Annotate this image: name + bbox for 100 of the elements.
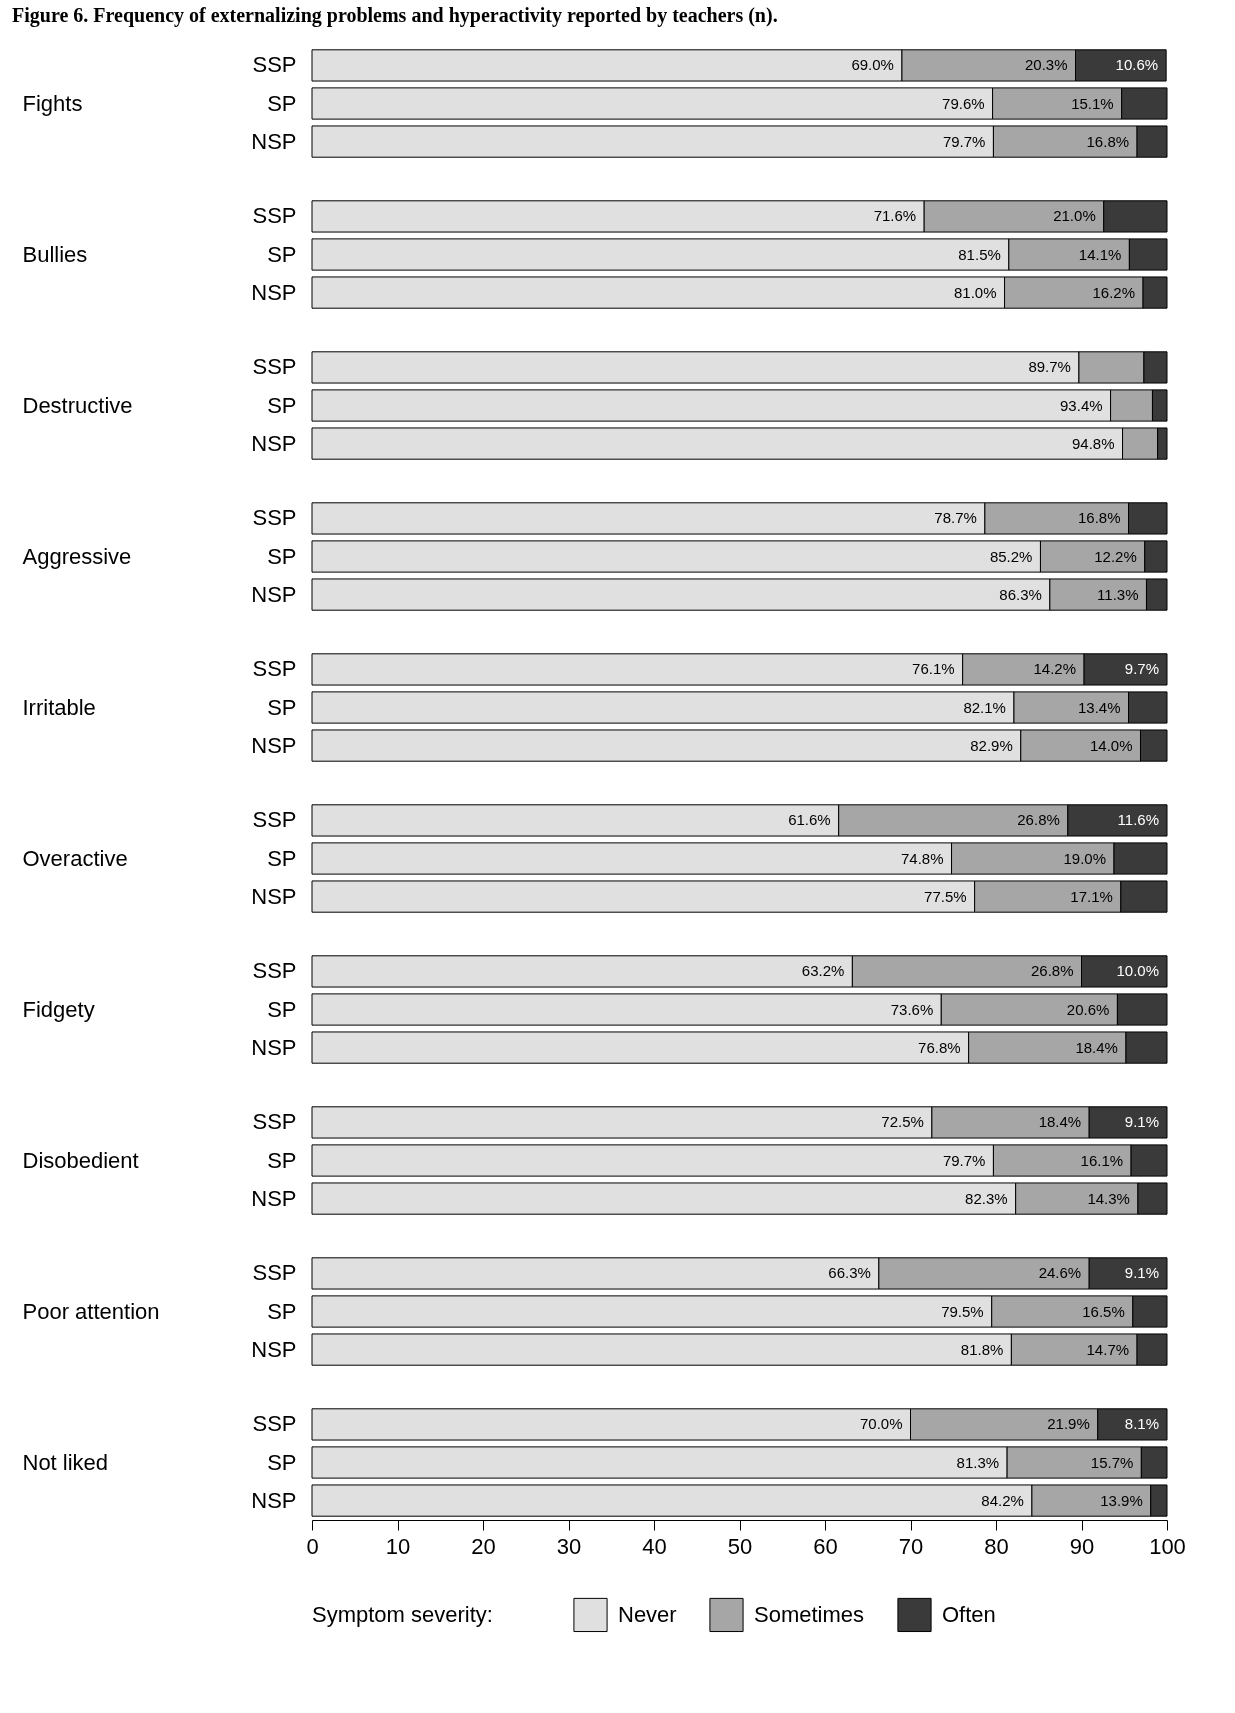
y-tick-label: NSP	[251, 732, 297, 758]
x-tick-label: 90	[1069, 1533, 1095, 1559]
y-tick-label: NSP	[251, 883, 297, 909]
legend-label: Often	[942, 1601, 996, 1627]
y-tick-label: NSP	[251, 430, 297, 456]
y-tick-label: SSP	[252, 1109, 297, 1135]
data-label: 76.8%	[918, 1038, 961, 1056]
legend-title: Symptom severity:	[312, 1602, 493, 1627]
data-label: 69.0%	[851, 56, 894, 74]
data-label: 14.7%	[1086, 1340, 1130, 1358]
y-axis-title: Destructive	[22, 392, 133, 418]
data-label: 72.5%	[881, 1113, 924, 1131]
data-label: 17.1%	[1070, 887, 1113, 905]
data-label: 79.7%	[942, 1151, 986, 1169]
y-axis-title: Bullies	[22, 241, 88, 267]
y-tick-label: SP	[267, 543, 297, 569]
data-label: 63.2%	[801, 962, 845, 980]
data-label: 15.1%	[1071, 94, 1114, 112]
data-label: 18.4%	[1038, 1113, 1082, 1131]
data-label: 26.8%	[1017, 811, 1060, 829]
data-label: 70.0%	[859, 1415, 903, 1433]
data-label: 78.7%	[934, 509, 977, 527]
data-label: 19.0%	[1063, 849, 1106, 867]
data-label: 24.6%	[1038, 1264, 1082, 1282]
y-tick-label: SSP	[252, 807, 297, 833]
data-label: 14.0%	[1089, 736, 1133, 754]
y-tick-label: SP	[267, 1298, 297, 1324]
y-axis-title: Fights	[22, 90, 83, 116]
data-label: 79.6%	[942, 94, 985, 112]
data-label: 20.3%	[1024, 56, 1068, 74]
data-label: 13.9%	[1100, 1491, 1143, 1509]
y-tick-label: SSP	[252, 656, 297, 682]
data-label: 14.1%	[1078, 245, 1122, 263]
data-label: 8.1%	[1124, 1415, 1159, 1433]
y-tick-label: SSP	[252, 958, 297, 984]
y-tick-label: NSP	[251, 279, 297, 305]
data-label: 16.1%	[1080, 1151, 1124, 1169]
x-tick-label: 60	[813, 1533, 838, 1559]
data-label: 18.4%	[1075, 1038, 1118, 1056]
y-tick-label: NSP	[251, 1185, 297, 1211]
data-label: 71.6%	[873, 207, 917, 225]
data-label: 14.3%	[1087, 1189, 1130, 1207]
data-label: 86.3%	[999, 585, 1042, 603]
data-label: 77.5%	[924, 887, 967, 905]
chart-title: Figure 6. Frequency of externalizing problems and hyperactivity reported by teachers (n).	[12, 4, 778, 27]
x-tick-label: 50	[727, 1533, 753, 1559]
data-label: 79.7%	[942, 132, 986, 150]
data-label: 10.0%	[1116, 962, 1159, 980]
data-label: 82.1%	[963, 698, 1006, 716]
data-label: 81.0%	[954, 283, 997, 301]
data-label: 85.2%	[989, 547, 1033, 565]
data-label: 66.3%	[828, 1264, 871, 1282]
data-label: 81.8%	[960, 1340, 1004, 1358]
y-tick-label: SP	[267, 1449, 297, 1475]
y-tick-label: NSP	[251, 1487, 297, 1513]
y-axis-title: Disobedient	[22, 1147, 139, 1173]
y-tick-label: NSP	[251, 1034, 297, 1060]
x-tick-label: 40	[642, 1533, 667, 1559]
x-tick-label: 80	[984, 1533, 1009, 1559]
data-label: 81.5%	[958, 245, 1001, 263]
data-label: 13.4%	[1077, 698, 1121, 716]
data-label: 21.0%	[1053, 207, 1096, 225]
data-label: 9.1%	[1124, 1264, 1159, 1282]
data-label: 16.2%	[1092, 283, 1136, 301]
data-label: 26.8%	[1030, 962, 1074, 980]
y-tick-label: SSP	[252, 203, 297, 229]
y-tick-label: NSP	[251, 128, 297, 154]
x-tick-label: 20	[471, 1533, 496, 1559]
y-tick-label: NSP	[251, 581, 297, 607]
y-tick-label: SP	[267, 241, 297, 267]
y-tick-label: SP	[267, 90, 297, 116]
data-label: 10.6%	[1115, 56, 1159, 74]
data-label: 84.2%	[981, 1491, 1024, 1509]
data-label: 16.8%	[1077, 509, 1121, 527]
y-tick-label: SSP	[252, 1411, 297, 1437]
y-axis-title: Irritable	[22, 694, 96, 720]
data-label: 9.7%	[1124, 660, 1159, 678]
y-tick-label: SP	[267, 845, 297, 871]
y-axis-title: Fidgety	[22, 996, 95, 1022]
y-tick-label: SP	[267, 1147, 297, 1173]
data-label: 16.5%	[1082, 1302, 1125, 1320]
data-label: 12.2%	[1094, 547, 1137, 565]
data-label: 16.8%	[1086, 132, 1130, 150]
y-tick-label: SSP	[252, 1260, 297, 1286]
data-label: 82.3%	[965, 1189, 1008, 1207]
y-axis-title: Poor attention	[22, 1298, 160, 1324]
legend-label: Sometimes	[754, 1601, 865, 1627]
data-label: 11.3%	[1097, 585, 1139, 603]
y-tick-label: SSP	[252, 505, 297, 531]
y-tick-label: SP	[267, 392, 297, 418]
x-tick-label: 0	[306, 1533, 319, 1559]
y-tick-label: SP	[267, 996, 297, 1022]
data-label: 79.5%	[941, 1302, 984, 1320]
data-label: 14.2%	[1033, 660, 1077, 678]
y-tick-label: SP	[267, 694, 297, 720]
data-label: 15.7%	[1090, 1453, 1134, 1471]
legend-label: Never	[618, 1601, 677, 1627]
data-label: 61.6%	[788, 811, 831, 829]
x-tick-label: 10	[385, 1533, 411, 1559]
y-tick-label: SSP	[252, 52, 297, 78]
